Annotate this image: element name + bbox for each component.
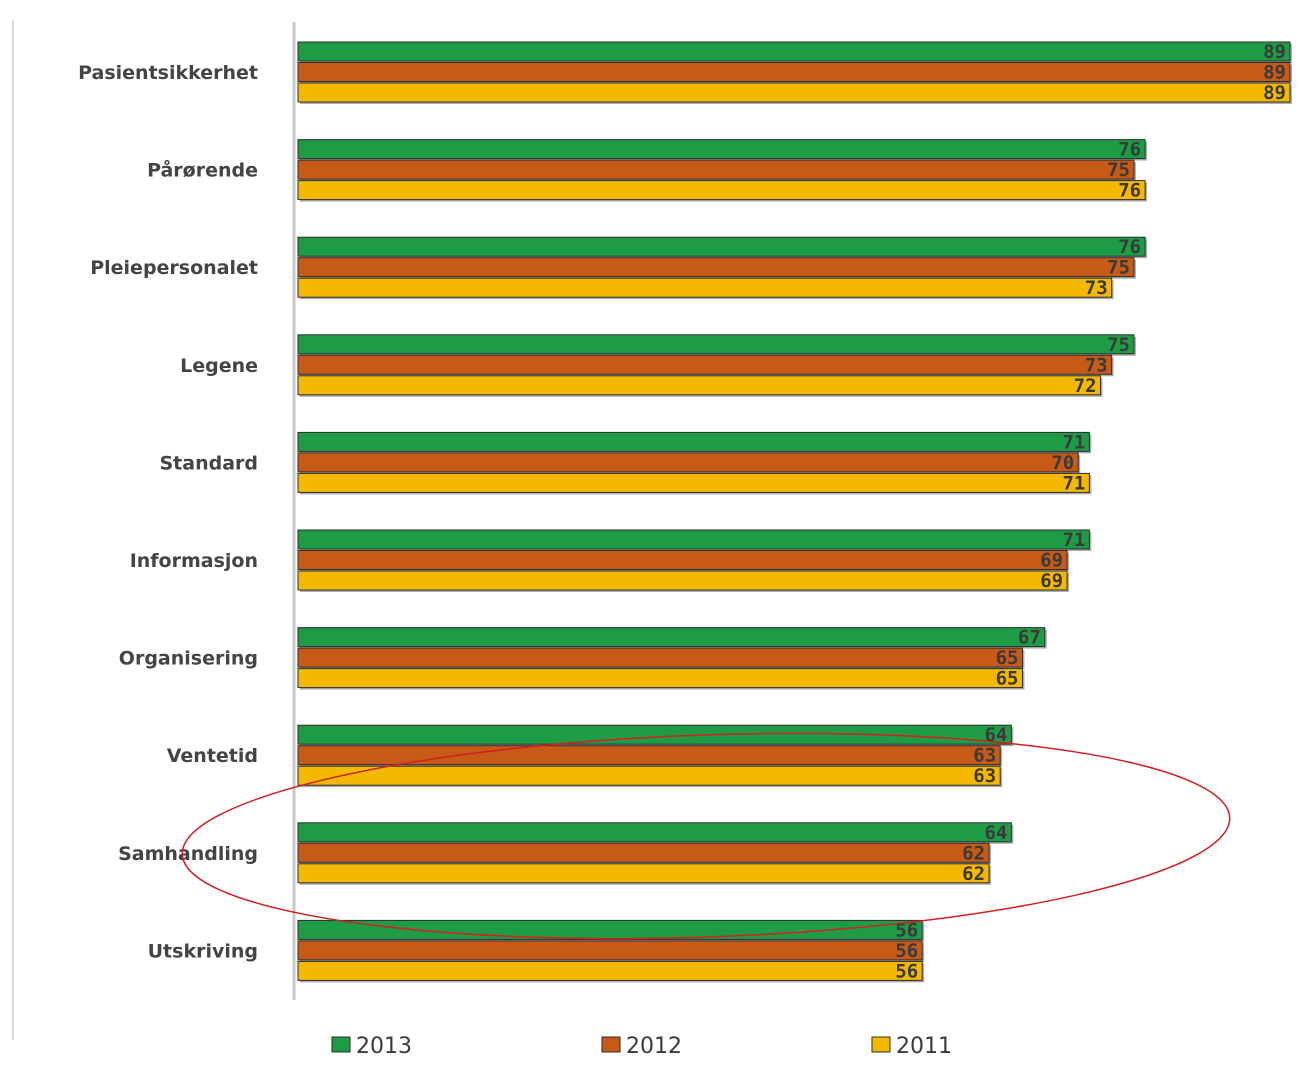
legend-label-2013: 2013 <box>356 1034 412 1059</box>
bar-2012 <box>297 159 1135 180</box>
category-label: Legene <box>180 355 258 377</box>
bar-2012 <box>297 842 990 863</box>
category-label: Samhandling <box>118 843 258 865</box>
value-label: 75 <box>1107 257 1130 279</box>
bar-2011 <box>297 180 1146 201</box>
bar-2011 <box>297 277 1113 298</box>
category-label: Informasjon <box>130 550 258 572</box>
value-label: 62 <box>962 863 985 885</box>
bar-2013 <box>297 724 1012 745</box>
bar-2011 <box>297 82 1291 103</box>
value-label: 63 <box>973 765 996 787</box>
category-label: Pårørende <box>147 158 258 182</box>
value-label: 56 <box>895 940 918 962</box>
value-label: 65 <box>996 647 1019 669</box>
bar-2013 <box>297 139 1146 160</box>
value-label: 76 <box>1118 236 1141 258</box>
value-label: 69 <box>1040 550 1063 572</box>
value-label: 75 <box>1107 159 1130 181</box>
value-label: 56 <box>895 960 918 982</box>
bar-2012 <box>297 647 1023 668</box>
legend-label-2012: 2012 <box>626 1034 682 1059</box>
highlight-ellipse <box>181 732 1231 940</box>
bar-2013 <box>297 236 1146 257</box>
value-label: 70 <box>1051 452 1074 474</box>
value-label: 75 <box>1107 334 1130 356</box>
value-label: 72 <box>1074 375 1097 397</box>
value-label: 71 <box>1062 472 1085 494</box>
value-label: 69 <box>1040 570 1063 592</box>
bar-2012 <box>297 940 923 961</box>
bar-2011 <box>297 375 1102 396</box>
legend-label-2011: 2011 <box>896 1034 952 1059</box>
bar-2013 <box>297 822 1012 843</box>
category-label: Pleiepersonalet <box>90 257 258 279</box>
category-label: Utskriving <box>148 940 258 962</box>
category-label: Pasientsikkerhet <box>78 62 258 84</box>
value-label: 73 <box>1085 354 1108 376</box>
bar-2011 <box>297 863 990 884</box>
bar-2013 <box>297 529 1090 550</box>
bar-2012 <box>297 452 1079 473</box>
bar-2011 <box>297 472 1090 493</box>
value-label: 56 <box>895 919 918 941</box>
bar-2013 <box>297 431 1090 452</box>
value-label: 65 <box>996 668 1019 690</box>
bar-2012 <box>297 354 1113 375</box>
legend-swatch-2012 <box>601 1036 621 1053</box>
bar-2013 <box>297 41 1291 62</box>
value-label: 67 <box>1018 627 1041 649</box>
category-label: Ventetid <box>167 745 258 767</box>
bars-layer <box>297 41 1292 983</box>
value-label: 73 <box>1085 277 1108 299</box>
value-label: 89 <box>1263 62 1286 84</box>
value-label: 62 <box>962 842 985 864</box>
bar-2012 <box>297 257 1135 278</box>
value-label: 71 <box>1062 431 1085 453</box>
category-label: Standard <box>159 452 258 474</box>
legend-swatch-2011 <box>871 1036 891 1053</box>
category-label: Organisering <box>119 648 258 670</box>
value-label: 76 <box>1118 139 1141 161</box>
bar-2012 <box>297 550 1068 570</box>
bar-2012 <box>297 62 1291 82</box>
legend: 2013 2012 2011 <box>331 1034 952 1059</box>
bar-2013 <box>297 627 1046 648</box>
value-label: 64 <box>984 724 1007 746</box>
bar-2011 <box>297 765 1001 786</box>
legend-swatch-2013 <box>331 1036 351 1053</box>
bar-2011 <box>297 960 923 981</box>
value-label: 89 <box>1263 82 1286 104</box>
bar-2013 <box>297 334 1135 355</box>
value-label: 64 <box>984 822 1007 844</box>
bar-2011 <box>297 570 1068 591</box>
value-label: 63 <box>973 745 996 767</box>
value-label: 89 <box>1263 41 1286 63</box>
labels-layer: Pasientsikkerhet898989Pårørende767576Ple… <box>78 41 1286 982</box>
bar-2012 <box>297 745 1001 766</box>
value-label: 76 <box>1118 180 1141 202</box>
value-label: 71 <box>1062 529 1085 551</box>
bar-2011 <box>297 668 1023 689</box>
